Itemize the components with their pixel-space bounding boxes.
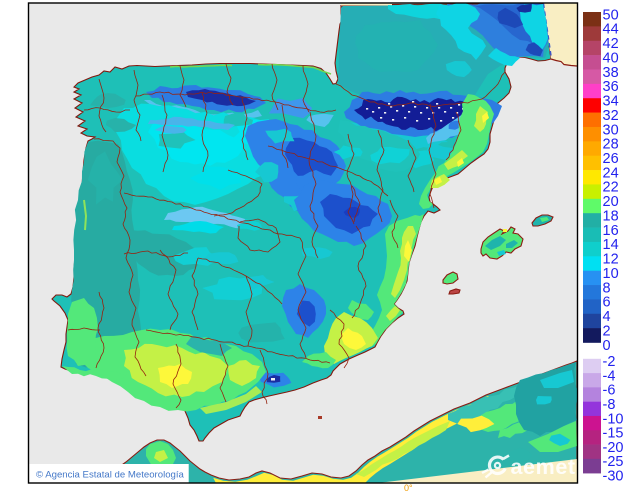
- svg-text:14: 14: [603, 237, 619, 253]
- svg-text:34: 34: [603, 94, 619, 110]
- svg-text:50: 50: [603, 7, 619, 23]
- svg-text:-20: -20: [603, 440, 624, 456]
- svg-text:aemet: aemet: [511, 455, 576, 479]
- svg-text:-30: -30: [603, 468, 624, 484]
- svg-text:4: 4: [603, 309, 611, 325]
- svg-text:0: 0: [603, 338, 611, 354]
- svg-text:-10: -10: [603, 411, 624, 427]
- svg-text:-4: -4: [603, 368, 616, 384]
- svg-text:40: 40: [603, 50, 619, 66]
- svg-text:-25: -25: [603, 454, 624, 470]
- svg-text:0°: 0°: [404, 483, 413, 493]
- svg-text:20: 20: [603, 194, 619, 210]
- svg-text:24: 24: [603, 165, 619, 181]
- svg-text:18: 18: [603, 209, 619, 225]
- svg-text:22: 22: [603, 180, 619, 196]
- svg-text:8: 8: [603, 280, 611, 296]
- svg-text:© Agencia Estatal de Meteorolo: © Agencia Estatal de Meteorología: [36, 470, 185, 481]
- svg-text:28: 28: [603, 137, 619, 153]
- svg-text:-15: -15: [603, 426, 624, 442]
- svg-text:44: 44: [603, 22, 619, 38]
- svg-text:26: 26: [603, 151, 619, 167]
- svg-text:-2: -2: [603, 354, 616, 370]
- svg-text:-8: -8: [603, 397, 616, 413]
- svg-text:16: 16: [603, 223, 619, 239]
- svg-text:42: 42: [603, 36, 619, 52]
- svg-text:30: 30: [603, 122, 619, 138]
- svg-text:38: 38: [603, 65, 619, 81]
- svg-text:2: 2: [603, 323, 611, 339]
- svg-text:32: 32: [603, 108, 619, 124]
- svg-text:6: 6: [603, 295, 611, 311]
- svg-text:36: 36: [603, 79, 619, 95]
- svg-text:10: 10: [603, 266, 619, 282]
- svg-text:-6: -6: [603, 383, 616, 399]
- svg-text:12: 12: [603, 252, 619, 268]
